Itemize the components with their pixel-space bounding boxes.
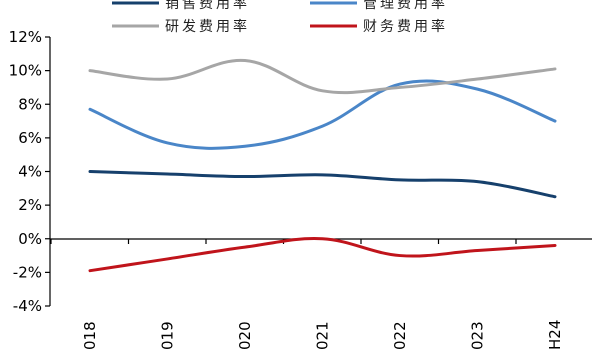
- x-tick-label: 022: [391, 321, 409, 350]
- x-tick-label: H24: [546, 320, 564, 350]
- y-tick-label: 4%: [18, 163, 42, 181]
- legend-label: 销售费用率: [165, 0, 250, 12]
- x-tick-label: 023: [469, 321, 487, 350]
- axes: 12% 10% 8% 6% 4% 2% 0% -2% -4% 018 019 020 021 022 023…: [9, 28, 592, 350]
- x-tick-label: 021: [314, 321, 332, 350]
- y-tick-label: 12%: [9, 28, 42, 46]
- y-tick-label: 2%: [18, 196, 42, 214]
- y-tick-label: 8%: [18, 95, 42, 113]
- y-tick-label: 10%: [9, 62, 42, 80]
- series-line-2: [88, 79, 557, 150]
- series-line-1: [88, 170, 557, 199]
- legend-label: 管理费用率: [363, 0, 448, 12]
- y-tick-label: 0%: [18, 230, 42, 248]
- series-line-4: [88, 237, 557, 273]
- y-tick-label: 6%: [18, 129, 42, 147]
- series-lines: [88, 58, 557, 273]
- y-tick-label: -4%: [13, 297, 42, 315]
- legend-label: 研发费用率: [165, 18, 250, 35]
- y-tick-label: -2%: [13, 263, 42, 281]
- x-tick-label: 019: [159, 321, 177, 350]
- x-tick-label: 020: [236, 321, 254, 350]
- x-tick-label: 018: [81, 321, 99, 350]
- legend-label: 财务费用率: [363, 18, 448, 35]
- series-line-3: [88, 58, 557, 95]
